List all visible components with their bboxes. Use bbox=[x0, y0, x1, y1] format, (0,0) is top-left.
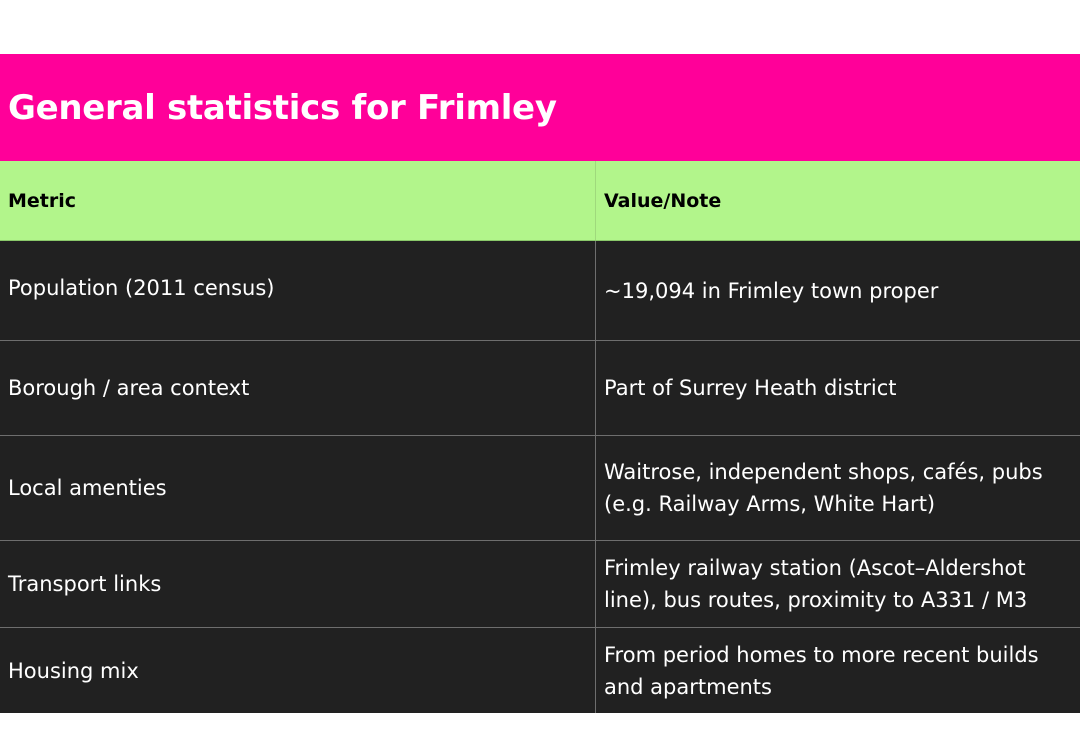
column-header-value: Value/Note bbox=[604, 189, 722, 212]
table-title-bar: General statistics for Frimley bbox=[0, 54, 1080, 161]
table-row: Housing mix From period homes to more re… bbox=[0, 628, 1080, 713]
table-row: Transport links Frimley railway station … bbox=[0, 541, 1080, 628]
table-row: Population (2011 census) ~19,094 in Frim… bbox=[0, 241, 1080, 341]
metric-cell: Local amenties bbox=[0, 436, 596, 540]
table-title: General statistics for Frimley bbox=[8, 87, 557, 128]
metric-cell: Transport links bbox=[0, 541, 596, 627]
table-row: Borough / area context Part of Surrey He… bbox=[0, 341, 1080, 436]
value-cell: ~19,094 in Frimley town proper bbox=[604, 278, 939, 303]
value-cell: Part of Surrey Heath district bbox=[604, 376, 897, 400]
value-cell: Frimley railway station (Ascot–Aldershot… bbox=[604, 556, 1028, 612]
value-cell: Waitrose, independent shops, cafés, pubs… bbox=[604, 460, 1043, 516]
statistics-table: General statistics for Frimley Metric Va… bbox=[0, 54, 1080, 713]
column-header-metric: Metric bbox=[0, 161, 596, 240]
table-row: Local amenties Waitrose, independent sho… bbox=[0, 436, 1080, 541]
metric-cell: Housing mix bbox=[0, 628, 596, 713]
value-cell: From period homes to more recent builds … bbox=[604, 642, 1039, 699]
table-header-row: Metric Value/Note bbox=[0, 161, 1080, 241]
metric-cell: Borough / area context bbox=[0, 341, 596, 435]
metric-cell: Population (2011 census) bbox=[0, 241, 596, 340]
